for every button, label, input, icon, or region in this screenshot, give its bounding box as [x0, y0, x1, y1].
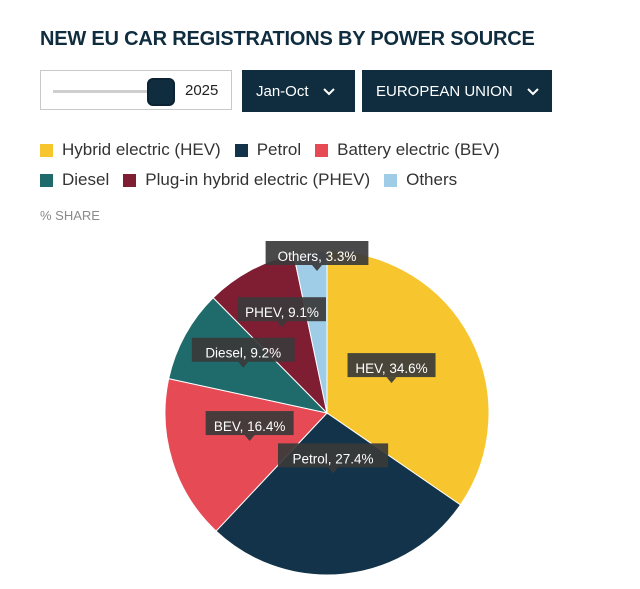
data-label-text-phev: PHEV, 9.1% [245, 305, 319, 320]
legend-label-diesel: Diesel [62, 170, 110, 189]
data-label-phev: PHEV, 9.1% [237, 297, 326, 328]
data-label-pointer-others [312, 265, 322, 271]
data-label-pointer-diesel [238, 361, 249, 368]
data-label-box-bev [205, 411, 294, 436]
legend-item-diesel[interactable]: Diesel [40, 170, 109, 190]
data-label-text-bev: BEV, 16.4% [214, 419, 286, 434]
legend-label-others: Others [406, 170, 458, 189]
legend-item-petrol[interactable]: Petrol [234, 140, 302, 160]
pie-slice-petrol[interactable] [215, 412, 462, 576]
year-value: 2025 [185, 82, 219, 99]
data-label-text-others: Others, 3.3% [278, 249, 357, 264]
chevron-down-icon [526, 84, 539, 99]
legend-row-2: Diesel Plug-in hybrid electric (PHEV) Ot… [40, 170, 471, 190]
share-unit-label: % SHARE [40, 208, 100, 223]
data-label-hev: HEV, 34.6% [347, 353, 436, 384]
data-label-pointer-phev [276, 321, 287, 328]
data-label-box-petrol [277, 443, 389, 468]
legend-swatch-hev [40, 143, 53, 157]
pie-data-labels: HEV, 34.6% Petrol, 27.4% BEV, 16.4% Diesel,… [191, 241, 436, 474]
period-dropdown[interactable]: Jan-Oct [242, 70, 355, 112]
legend-swatch-petrol [234, 143, 248, 157]
legend-label-hev: Hybrid electric (HEV) [62, 140, 221, 159]
period-dropdown-label: Jan-Oct [256, 82, 309, 100]
data-label-pointer-hev [386, 377, 397, 384]
pie-slice-hev[interactable] [326, 250, 490, 506]
data-label-bev: BEV, 16.4% [205, 411, 294, 442]
data-label-petrol: Petrol, 27.4% [277, 443, 389, 474]
legend-label-phev: Plug-in hybrid electric (PHEV) [145, 170, 371, 189]
data-label-diesel: Diesel, 9.2% [191, 337, 295, 368]
data-label-box-hev [347, 353, 436, 378]
chart-title: NEW EU CAR REGISTRATIONS BY POWER SOURCE [40, 28, 535, 50]
year-slider-handle[interactable] [147, 78, 175, 106]
legend-swatch-bev [315, 143, 329, 157]
data-label-box-diesel [191, 337, 295, 362]
legend-item-phev[interactable]: Plug-in hybrid electric (PHEV) [123, 170, 370, 190]
legend-swatch-others [384, 173, 398, 187]
data-label-text-diesel: Diesel, 9.2% [205, 346, 281, 361]
legend-swatch-phev [123, 173, 137, 187]
year-slider[interactable]: 2025 [40, 70, 232, 110]
data-label-pointer-bev [244, 435, 255, 442]
region-dropdown[interactable]: EUROPEAN UNION [362, 70, 552, 112]
data-label-box-others [265, 241, 369, 265]
data-label-box-phev [237, 297, 326, 322]
region-dropdown-label: EUROPEAN UNION [376, 82, 513, 100]
legend-item-others[interactable]: Others [384, 170, 457, 190]
legend-row-1: Hybrid electric (HEV) Petrol Battery ele… [40, 140, 514, 160]
legend-label-bev: Battery electric (BEV) [337, 140, 500, 159]
data-label-pointer-petrol [328, 467, 339, 474]
legend-item-bev[interactable]: Battery electric (BEV) [315, 140, 500, 160]
year-slider-track[interactable] [53, 90, 161, 93]
legend-label-petrol: Petrol [256, 140, 302, 159]
legend-item-hev[interactable]: Hybrid electric (HEV) [40, 140, 221, 160]
chevron-down-icon [322, 84, 335, 99]
data-label-text-petrol: Petrol, 27.4% [293, 451, 374, 466]
data-label-others: Others, 3.3% [265, 241, 369, 271]
legend-swatch-diesel [40, 173, 53, 187]
data-label-text-hev: HEV, 34.6% [355, 361, 427, 376]
